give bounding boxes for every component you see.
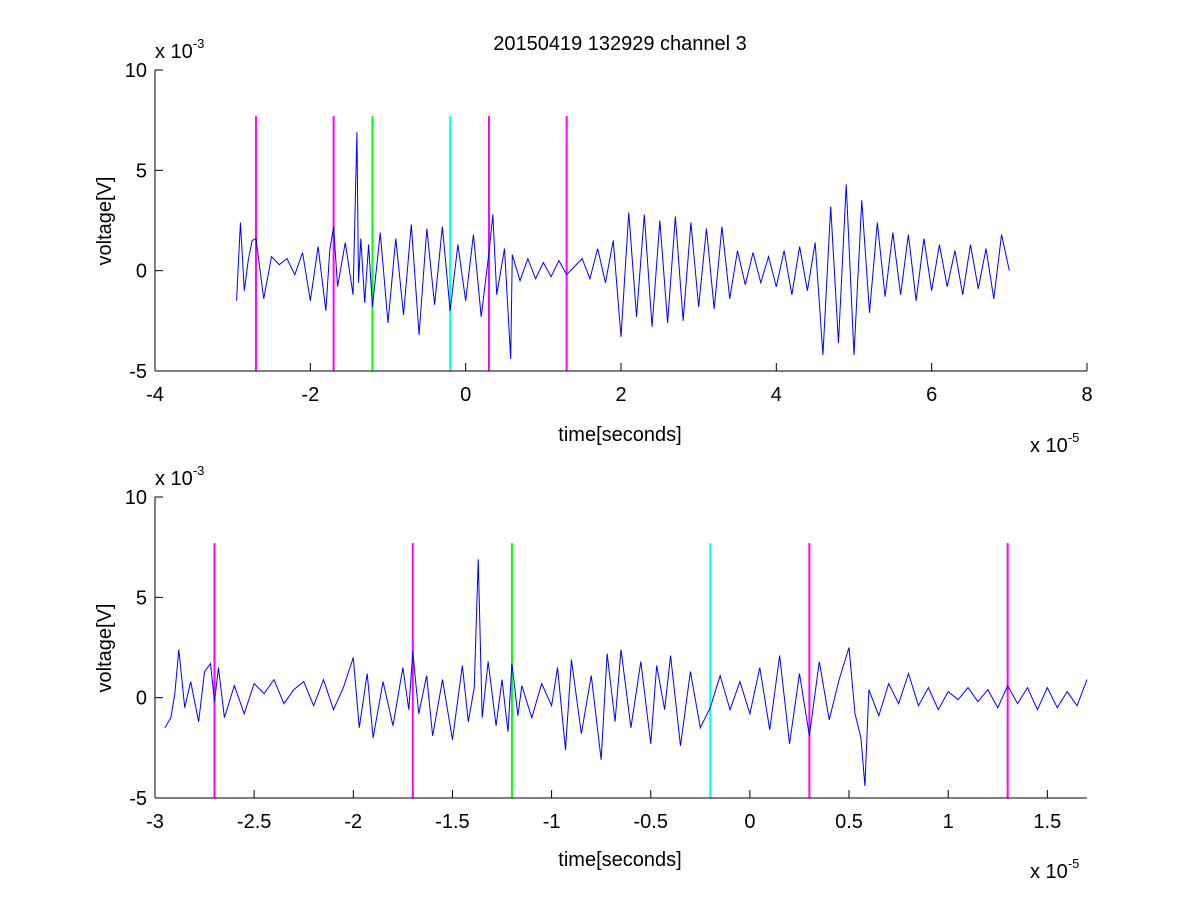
bottom-x-tick-label: -2	[344, 811, 362, 833]
bottom-y-tick-label: 0	[136, 688, 147, 710]
bottom-axes: -3 -2.5 -2 -1.5 -1 -0.5 0 0.5 1 1.5 -5 0 5 10 time[s…	[94, 463, 1088, 883]
top-x-exponent-base: x 10	[1030, 435, 1068, 457]
top-y-tick-label: 0	[136, 261, 147, 283]
top-x-tick-label: 0	[460, 384, 471, 406]
bottom-x-ticks: -3 -2.5 -2 -1.5 -1 -0.5 0 0.5 1 1.5	[146, 790, 1061, 833]
bottom-x-axis-label: time[seconds]	[558, 849, 681, 871]
bottom-x-tick-label: -1.5	[435, 811, 469, 833]
bottom-x-tick-label: 0.5	[835, 811, 863, 833]
bottom-y-tick-label: -5	[129, 788, 147, 810]
bottom-y-exponent-power: -3	[193, 463, 205, 478]
top-x-exponent-power: -5	[1068, 430, 1080, 445]
bottom-x-tick-label: 1	[943, 811, 954, 833]
bottom-y-tick-label: 10	[125, 487, 147, 509]
bottom-x-exponent: x 10-5	[1030, 856, 1079, 883]
top-y-exponent-power: -3	[193, 36, 205, 51]
bottom-x-tick-label: -0.5	[634, 811, 668, 833]
top-x-exponent: x 10-5	[1030, 430, 1079, 457]
top-x-tick-label: 8	[1081, 384, 1092, 406]
bottom-y-exponent: x 10-3	[155, 463, 204, 490]
bottom-x-tick-label: -3	[146, 811, 164, 833]
bottom-y-tick-label: 5	[136, 587, 147, 609]
bottom-y-exponent-base: x 10	[155, 468, 193, 490]
bottom-voltage-trace	[164, 559, 1088, 787]
bottom-x-tick-label: -1	[543, 811, 561, 833]
top-vertical-markers	[254, 116, 568, 371]
top-voltage-trace	[236, 132, 1010, 359]
top-x-tick-label: 6	[926, 384, 937, 406]
top-x-tick-label: -4	[146, 384, 164, 406]
bottom-y-ticks: -5 0 5 10	[125, 487, 163, 810]
bottom-x-tick-label: 1.5	[1033, 811, 1061, 833]
top-y-axis-label: voltage[V]	[94, 177, 116, 266]
bottom-x-exponent-power: -5	[1068, 856, 1080, 871]
top-x-tick-label: 4	[771, 384, 782, 406]
top-axes: 20150419 132929 channel 3 -4 -2 0 2 4 6 8 -5 0 5…	[94, 33, 1093, 457]
top-x-tick-label: 2	[615, 384, 626, 406]
top-y-exponent: x 10-3	[155, 36, 204, 63]
bottom-plot-area	[155, 497, 1087, 798]
top-y-ticks: -5 0 5 10	[125, 60, 163, 383]
top-y-exponent-base: x 10	[155, 41, 193, 63]
top-x-ticks: -4 -2 0 2 4 6 8	[146, 363, 1093, 406]
top-x-axis-label: time[seconds]	[558, 424, 681, 446]
top-plot-area	[155, 70, 1087, 371]
bottom-x-tick-label: 0	[744, 811, 755, 833]
top-y-tick-label: -5	[129, 361, 147, 383]
bottom-y-axis-label: voltage[V]	[94, 604, 116, 693]
top-y-tick-label: 5	[136, 160, 147, 182]
bottom-x-tick-label: -2.5	[237, 811, 271, 833]
top-y-tick-label: 10	[125, 60, 147, 82]
bottom-x-exponent-base: x 10	[1030, 861, 1068, 883]
figure-title: 20150419 132929 channel 3	[493, 33, 747, 55]
top-x-tick-label: -2	[301, 384, 319, 406]
